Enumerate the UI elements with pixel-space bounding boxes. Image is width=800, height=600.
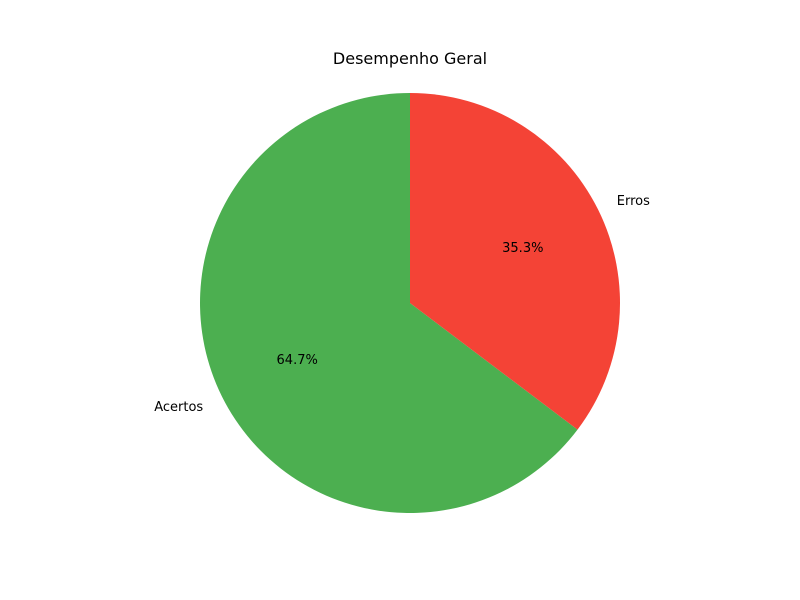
pie-slices	[200, 93, 621, 513]
chart-title: Desempenho Geral	[333, 49, 487, 68]
slice-label-acertos: Acertos	[154, 400, 203, 415]
slice-label-erros: Erros	[617, 194, 650, 209]
pie-labels: Acertos 64.7% Erros 35.3%	[154, 194, 650, 415]
pie-slice-erros	[410, 93, 621, 430]
pct-label-erros: 35.3%	[502, 241, 543, 256]
pie-slice-acertos	[200, 93, 578, 513]
pct-label-acertos: 64.7%	[277, 353, 318, 368]
